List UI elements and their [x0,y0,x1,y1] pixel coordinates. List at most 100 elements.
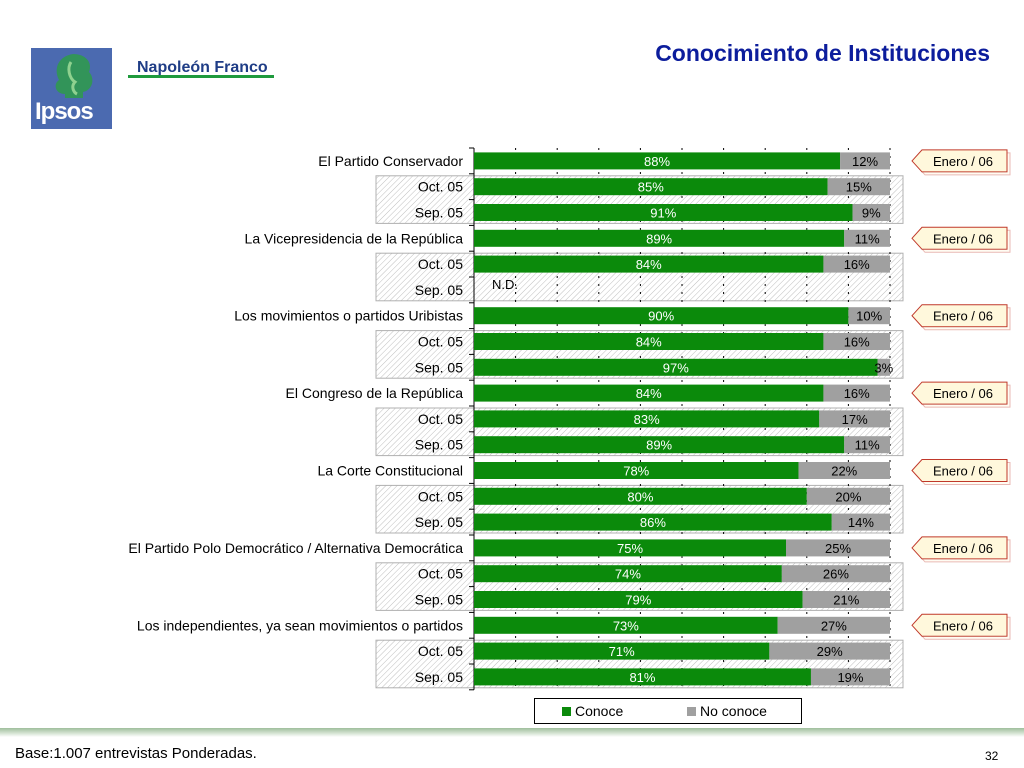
ipsos-logo: Ipsos [31,48,112,129]
data-label-conoce: 78% [623,464,649,479]
bar-no-conoce [802,591,890,608]
data-label-no-conoce: 20% [835,489,861,504]
period-badge [911,613,1008,637]
row-label: El Partido Polo Democrático / Alternativ… [128,540,463,556]
legend-label-no-conoce: No conoce [700,703,767,719]
bar-conoce [474,591,803,608]
row-label: Sep. 05 [415,282,463,298]
logo-figure-icon [55,54,93,98]
bar-conoce [474,178,828,196]
data-label-conoce: 89% [646,438,672,453]
row-label: Oct. 05 [418,488,463,504]
data-label-conoce: 81% [629,670,655,685]
data-label-no-conoce: 3% [874,360,893,375]
bar-conoce [474,333,824,350]
bar-no-conoce [810,668,890,686]
data-label-conoce: 84% [636,335,662,350]
data-label-no-conoce: 14% [848,515,874,530]
period-badge-label: Enero / 06 [933,154,993,169]
data-label-no-conoce: 15% [846,180,872,195]
bar-no-conoce [786,539,890,557]
bar-no-conoce [840,152,890,170]
bar-no-conoce [798,462,890,479]
data-label-no-conoce: 17% [842,412,868,427]
bar-no-conoce [769,642,890,660]
data-label-conoce: 90% [648,309,674,324]
data-label-conoce: 73% [613,618,639,633]
bar-no-conoce [831,513,890,531]
data-label-no-conoce: 26% [823,567,849,582]
bar-no-conoce [777,616,890,634]
row-label: Oct. 05 [418,179,463,195]
row-label: Oct. 05 [418,411,463,427]
period-badge-label: Enero / 06 [933,541,993,556]
bar-no-conoce [852,204,890,221]
bar-conoce [474,384,824,402]
chart-legend: Conoce No conoce [534,698,802,724]
bar-conoce [474,616,778,634]
row-label: Sep. 05 [415,514,463,530]
base-note: Base:1.007 entrevistas Ponderadas. [15,745,257,762]
bar-conoce [474,358,878,376]
row-label: Sep. 05 [415,669,463,685]
period-badge [911,149,1008,173]
bar-no-conoce [819,410,890,428]
data-label-conoce: 97% [663,360,689,375]
data-label-conoce: 86% [640,515,666,530]
row-label: Sep. 05 [415,437,463,453]
bar-no-conoce [827,178,890,196]
data-label-no-conoce: 9% [862,206,881,221]
data-label-conoce: 91% [650,206,676,221]
data-label-conoce: 89% [646,231,672,246]
data-label-no-conoce: 16% [844,386,870,401]
page-number: 32 [985,749,999,763]
data-label-no-conoce: 16% [844,257,870,272]
bar-conoce [474,436,845,454]
bar-conoce [474,410,820,428]
bar-no-conoce [823,255,890,273]
bar-no-conoce [823,333,890,350]
bar-conoce [474,539,786,557]
data-label-conoce: 71% [609,644,635,659]
period-badge-label: Enero / 06 [933,231,993,246]
footer-band [0,728,1024,737]
data-label-conoce: 85% [638,180,664,195]
period-badge [911,381,1008,405]
page-title: Conocimiento de Instituciones [655,40,990,66]
row-label: Oct. 05 [418,566,463,582]
period-badge [911,304,1008,328]
period-badge-label: Enero / 06 [933,309,993,324]
bar-conoce [474,229,845,247]
bar-conoce [474,255,824,273]
data-label-conoce: 74% [615,567,641,582]
row-label: Oct. 05 [418,256,463,272]
bar-no-conoce [823,384,890,402]
period-badge [911,226,1008,250]
row-label: El Congreso de la República [286,385,464,401]
data-label-no-conoce: 11% [855,231,880,246]
data-label-no-conoce: 11% [855,438,880,453]
bar-conoce [474,513,832,531]
data-label-no-conoce: 16% [844,335,870,350]
row-label: Sep. 05 [415,592,463,608]
bar-no-conoce [844,229,890,247]
period-badge-label: Enero / 06 [933,464,993,479]
data-label-conoce: 83% [634,412,660,427]
bar-conoce [474,152,841,170]
legend-swatch-no-conoce [687,707,696,716]
brand-name: Napoleón Franco [137,59,268,76]
bar-conoce [474,462,799,479]
bar-conoce [474,204,853,221]
data-label-no-conoce: 21% [833,593,859,608]
missing-label: N.D. [492,277,518,292]
bar-conoce [474,668,811,686]
period-badge-label: Enero / 06 [933,618,993,633]
bar-no-conoce [877,358,890,376]
period-badge-label: Enero / 06 [933,386,993,401]
bar-no-conoce [844,436,890,454]
data-label-no-conoce: 25% [825,541,851,556]
data-label-conoce: 79% [625,593,651,608]
logo-text: Ipsos [35,98,94,125]
bar-conoce [474,487,807,505]
row-label: Oct. 05 [418,643,463,659]
